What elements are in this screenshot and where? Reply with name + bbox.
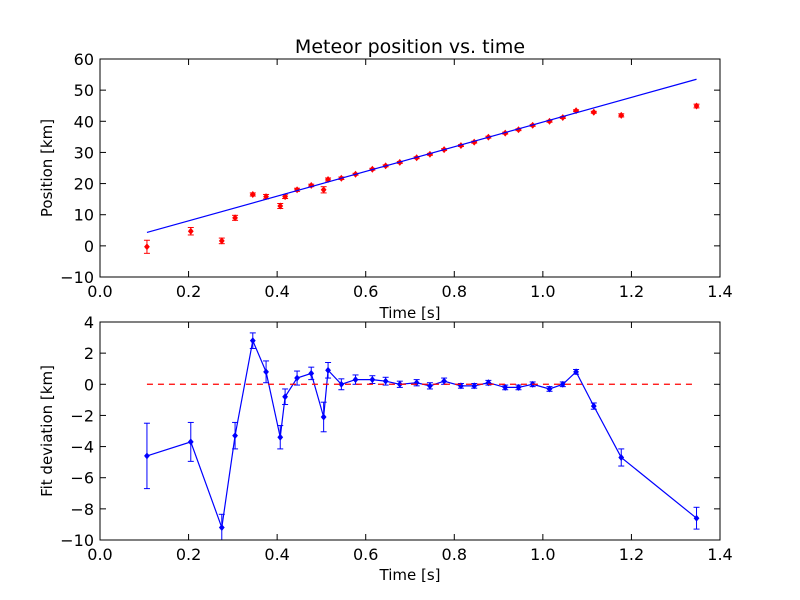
data-point bbox=[369, 376, 376, 384]
plot-content bbox=[143, 78, 700, 254]
data-point bbox=[515, 383, 522, 391]
axis-ticks: 0.0 0.2 0.4 0.6 0.8 1.0 1.2 1.4 −10 0 10 20 30 40 50 60 bbox=[60, 50, 732, 301]
data-point bbox=[693, 102, 700, 110]
data-point bbox=[294, 374, 300, 382]
x-tick-label: 1.4 bbox=[707, 282, 732, 301]
fit-line bbox=[146, 78, 697, 234]
plot-frame bbox=[99, 321, 721, 541]
x-tick-label: 0.0 bbox=[87, 545, 112, 564]
data-point bbox=[282, 193, 289, 201]
data-point bbox=[187, 438, 194, 446]
data-point bbox=[263, 368, 269, 376]
data-point bbox=[471, 382, 478, 390]
data-point bbox=[352, 376, 359, 384]
data-point bbox=[187, 227, 194, 235]
data-point bbox=[325, 366, 331, 374]
data-point bbox=[144, 243, 150, 251]
data-point bbox=[249, 337, 256, 345]
data-point bbox=[485, 379, 492, 387]
y-axis-label: Fit deviation [km] bbox=[38, 365, 56, 497]
data-point bbox=[573, 368, 579, 376]
data-point bbox=[277, 202, 284, 210]
data-point bbox=[559, 380, 566, 388]
y-axis-label: Position [km] bbox=[38, 119, 56, 217]
position-plot: Meteor position vs. time 0.0 0.2 0.4 0.6 0.8… bbox=[38, 36, 733, 322]
x-tick-label: 0.0 bbox=[87, 282, 112, 301]
data-layer bbox=[143, 78, 700, 254]
y-tick-label: −2 bbox=[70, 406, 94, 425]
data-point bbox=[249, 191, 256, 198]
data-layer bbox=[143, 332, 700, 540]
y-tick-label: 0 bbox=[84, 237, 94, 256]
y-tick-label: 10 bbox=[74, 206, 94, 225]
y-tick-label: −10 bbox=[60, 531, 94, 550]
data-point bbox=[413, 379, 420, 387]
y-tick-label: 50 bbox=[74, 81, 94, 100]
x-tick-label: 0.4 bbox=[264, 282, 289, 301]
x-tick-label: 1.2 bbox=[619, 282, 644, 301]
data-point bbox=[441, 377, 447, 385]
y-tick-label: 0 bbox=[84, 375, 94, 394]
y-tick-label: 40 bbox=[74, 112, 94, 131]
plot-frame bbox=[99, 58, 721, 278]
axis-ticks: 0.0 0.2 0.4 0.6 0.8 1.0 1.2 1.4 −10 −8 −6 −4 −2 0 2 4 bbox=[60, 313, 732, 564]
x-tick-label: 0.2 bbox=[176, 545, 201, 564]
data-point bbox=[396, 380, 403, 388]
data-point bbox=[338, 380, 345, 388]
y-tick-label: 2 bbox=[84, 344, 94, 363]
data-point bbox=[218, 237, 225, 245]
x-tick-label: 0.4 bbox=[264, 545, 289, 564]
y-tick-label: 20 bbox=[74, 175, 94, 194]
data-point bbox=[546, 385, 553, 393]
plot-content bbox=[143, 332, 700, 540]
data-point bbox=[282, 393, 289, 401]
x-tick-label: 0.6 bbox=[353, 545, 378, 564]
data-point bbox=[320, 413, 327, 421]
x-tick-label: 0.6 bbox=[353, 282, 378, 301]
x-axis-label: Time [s] bbox=[379, 566, 441, 584]
data-point bbox=[427, 382, 433, 390]
y-tick-label: 60 bbox=[74, 50, 94, 69]
data-point bbox=[590, 108, 597, 116]
y-tick-label: −6 bbox=[70, 469, 94, 488]
data-point bbox=[590, 402, 597, 410]
x-tick-label: 1.0 bbox=[530, 282, 555, 301]
y-tick-label: 30 bbox=[74, 143, 94, 162]
x-tick-label: 1.2 bbox=[619, 545, 644, 564]
data-point bbox=[144, 452, 150, 460]
data-point bbox=[232, 432, 238, 440]
deviation-plot: 0.0 0.2 0.4 0.6 0.8 1.0 1.2 1.4 −10 −8 −6 −4 −2 0 2 4 T… bbox=[38, 313, 733, 584]
data-point bbox=[618, 454, 625, 461]
data-point bbox=[382, 377, 389, 385]
x-tick-label: 1.4 bbox=[707, 545, 732, 564]
data-point bbox=[294, 186, 300, 194]
x-tick-label: 0.8 bbox=[442, 545, 467, 564]
deviation-line bbox=[146, 338, 697, 528]
x-tick-label: 0.2 bbox=[176, 282, 201, 301]
y-tick-label: −10 bbox=[60, 268, 94, 287]
data-point bbox=[502, 383, 509, 391]
data-point bbox=[218, 524, 225, 532]
data-point bbox=[320, 186, 327, 194]
y-tick-label: −4 bbox=[70, 438, 94, 457]
x-tick-label: 1.0 bbox=[530, 545, 555, 564]
data-point bbox=[232, 214, 238, 222]
x-tick-label: 0.8 bbox=[442, 282, 467, 301]
data-point bbox=[693, 514, 700, 522]
data-point bbox=[308, 369, 315, 377]
chart-title: Meteor position vs. time bbox=[295, 36, 525, 58]
data-point bbox=[277, 433, 284, 441]
x-axis-label: Time [s] bbox=[379, 304, 441, 322]
data-point bbox=[618, 111, 625, 119]
y-tick-label: −8 bbox=[70, 500, 94, 519]
y-tick-label: 4 bbox=[84, 313, 94, 332]
